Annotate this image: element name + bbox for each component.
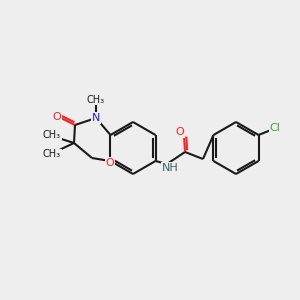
- Text: O: O: [176, 127, 184, 137]
- Text: CH₃: CH₃: [43, 149, 61, 159]
- Text: CH₃: CH₃: [87, 95, 105, 105]
- Text: O: O: [52, 112, 62, 122]
- Text: O: O: [106, 158, 114, 168]
- Text: CH₃: CH₃: [43, 130, 61, 140]
- Text: NH: NH: [162, 163, 178, 173]
- Text: N: N: [92, 113, 100, 123]
- Text: Cl: Cl: [270, 123, 280, 133]
